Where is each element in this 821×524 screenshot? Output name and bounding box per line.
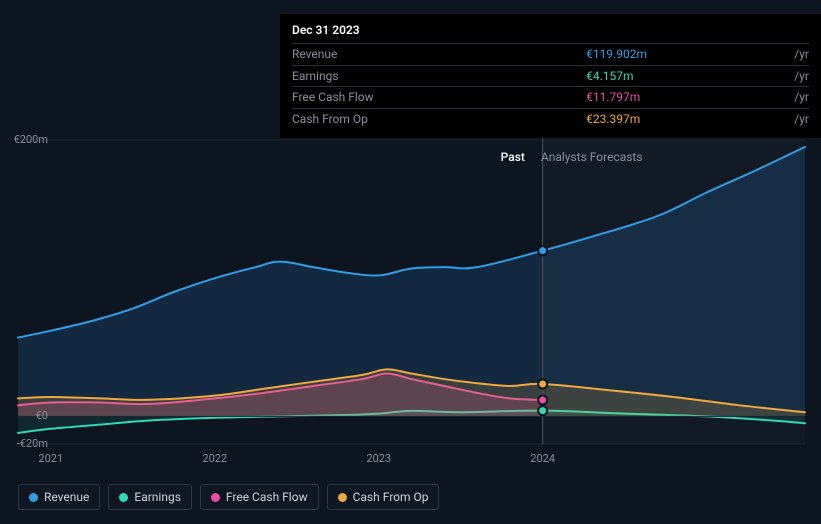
legend-dot-icon <box>338 493 347 502</box>
tooltip-row: Cash From Op€23.397m/yr <box>292 109 809 130</box>
tooltip-series-value: €119.902m <box>586 43 794 65</box>
legend-item-cash-from-op[interactable]: Cash From Op <box>327 484 440 510</box>
tooltip-series-label: Revenue <box>292 43 586 65</box>
tooltip-row: Earnings€4.157m/yr <box>292 65 809 87</box>
region-labels: Past Analysts Forecasts <box>501 150 643 164</box>
legend-label: Free Cash Flow <box>226 490 308 504</box>
legend-label: Cash From Op <box>353 490 429 504</box>
x-axis-label: 2021 <box>38 452 63 465</box>
past-label: Past <box>501 150 525 164</box>
legend-item-free-cash-flow[interactable]: Free Cash Flow <box>200 484 319 510</box>
tooltip-series-label: Cash From Op <box>292 109 586 130</box>
tooltip-series-value: €23.397m <box>586 109 794 130</box>
tooltip-row: Free Cash Flow€11.797m/yr <box>292 87 809 109</box>
tooltip-unit: /yr <box>794 65 809 87</box>
tooltip-series-label: Earnings <box>292 65 586 87</box>
tooltip-series-label: Free Cash Flow <box>292 87 586 109</box>
chart-tooltip: Dec 31 2023 Revenue€119.902m/yrEarnings€… <box>280 14 821 138</box>
legend-label: Revenue <box>44 490 89 504</box>
legend-dot-icon <box>119 493 128 502</box>
tooltip-row: Revenue€119.902m/yr <box>292 43 809 65</box>
y-axis-label: -€20m <box>0 437 48 450</box>
y-axis-label: €0 <box>0 409 48 422</box>
legend-dot-icon <box>211 493 220 502</box>
chart-legend: Revenue Earnings Free Cash Flow Cash From O… <box>18 484 439 510</box>
legend-label: Earnings <box>134 490 181 504</box>
legend-item-revenue[interactable]: Revenue <box>18 484 100 510</box>
y-axis-label: €200m <box>0 133 48 146</box>
tooltip-unit: /yr <box>794 43 809 65</box>
legend-item-earnings[interactable]: Earnings <box>108 484 192 510</box>
tooltip-unit: /yr <box>794 87 809 109</box>
forecast-label: Analysts Forecasts <box>541 150 643 164</box>
tooltip-series-value: €4.157m <box>586 65 794 87</box>
x-axis-label: 2022 <box>202 452 227 465</box>
tooltip-series-value: €11.797m <box>586 87 794 109</box>
financial-chart: Past Analysts Forecasts Dec 31 2023 Reve… <box>0 0 821 524</box>
x-axis-label: 2024 <box>530 452 555 465</box>
x-axis-label: 2023 <box>366 452 391 465</box>
legend-dot-icon <box>29 493 38 502</box>
tooltip-unit: /yr <box>794 109 809 130</box>
tooltip-date: Dec 31 2023 <box>292 22 809 39</box>
